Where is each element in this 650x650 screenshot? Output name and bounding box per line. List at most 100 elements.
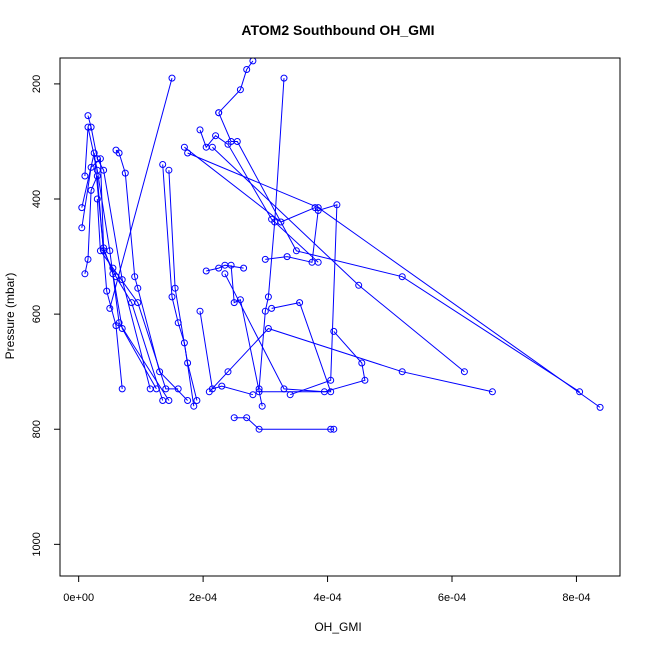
data-point [330, 327, 338, 335]
series-23 [221, 270, 369, 396]
data-point [90, 149, 98, 157]
data-point [488, 388, 496, 396]
data-point [258, 402, 266, 410]
data-point [576, 388, 584, 396]
series-line [230, 265, 263, 407]
data-point [118, 325, 126, 332]
series-line [115, 149, 188, 401]
data-point [218, 382, 226, 390]
data-point [162, 385, 170, 393]
data-point [255, 388, 263, 396]
data-point [202, 267, 210, 275]
data-point [280, 385, 288, 393]
series-14 [180, 143, 319, 226]
series-line [96, 198, 179, 390]
data-point [168, 293, 176, 301]
data-point [358, 359, 366, 367]
data-point [215, 264, 223, 272]
data-point [271, 218, 279, 226]
data-point [93, 195, 101, 203]
data-point [96, 155, 104, 163]
data-point [314, 207, 322, 214]
data-point [240, 264, 248, 272]
data-point [81, 172, 89, 180]
series-10 [106, 74, 176, 312]
data-point [109, 264, 117, 272]
series-11 [196, 307, 257, 399]
data-point [84, 255, 92, 263]
series-16 [208, 143, 468, 376]
series-19 [215, 58, 257, 117]
data-point [227, 261, 235, 269]
series-line [212, 146, 465, 373]
data-point [261, 255, 269, 263]
plot-frame [59, 57, 621, 577]
series-18 [215, 109, 584, 396]
data-point [184, 397, 192, 404]
series-line [258, 78, 285, 389]
data-point [355, 281, 363, 289]
data-point [81, 270, 89, 278]
data-point [184, 359, 192, 367]
y-tick-label: 800 [31, 420, 43, 438]
x-tick-label: 0e+00 [63, 592, 94, 604]
x-tick-label: 6e-04 [438, 592, 466, 604]
data-point [243, 66, 251, 73]
data-point [460, 368, 468, 376]
data-point [268, 304, 276, 312]
data-point [115, 149, 123, 157]
x-tick-label: 8e-04 [562, 592, 590, 604]
series-7 [112, 146, 192, 404]
data-point [205, 388, 213, 396]
data-point [320, 388, 328, 396]
data-point [249, 58, 257, 65]
data-point [333, 201, 341, 209]
data-point [233, 138, 241, 145]
series-line [218, 112, 580, 393]
data-point [196, 126, 204, 134]
series-25 [205, 325, 496, 396]
series-line [168, 170, 198, 401]
series-15 [196, 126, 322, 266]
data-point [103, 287, 111, 295]
y-axis: 200 400 600 800 1000 [31, 75, 61, 557]
x-tick-label: 2e-04 [189, 592, 217, 604]
series-line [265, 204, 338, 396]
y-tick-label: 1000 [31, 532, 43, 556]
data-point [236, 86, 244, 94]
series-6 [93, 195, 182, 393]
x-axis: 0e+00 2e-04 4e-04 6e-04 8e-04 [63, 575, 591, 604]
series-line [109, 77, 173, 309]
data-point [184, 149, 192, 157]
data-point [215, 109, 223, 117]
data-point [230, 414, 238, 422]
data-point [280, 74, 288, 82]
series-line [84, 126, 170, 401]
data-point [84, 123, 92, 131]
data-point [292, 247, 300, 255]
series-13 [227, 261, 266, 410]
data-point [87, 186, 95, 194]
data-point [134, 284, 142, 292]
data-point [78, 204, 86, 212]
data-point [171, 284, 179, 292]
series-layer [78, 58, 604, 433]
series-line [84, 175, 123, 389]
data-point [327, 425, 335, 433]
series-line [259, 302, 332, 393]
data-point [121, 169, 129, 177]
data-point [174, 385, 182, 393]
chart-title: ATOM2 Southbound OH_GMI [241, 22, 434, 38]
x-tick-label: 4e-04 [313, 592, 341, 604]
x-axis-label: OH_GMI [314, 620, 361, 634]
series-line [224, 273, 366, 393]
data-point [190, 402, 198, 410]
y-tick-label: 200 [31, 75, 43, 93]
series-line [199, 311, 254, 396]
data-point [255, 425, 263, 433]
data-point [106, 304, 114, 312]
data-point [93, 172, 101, 180]
data-point [224, 368, 232, 376]
